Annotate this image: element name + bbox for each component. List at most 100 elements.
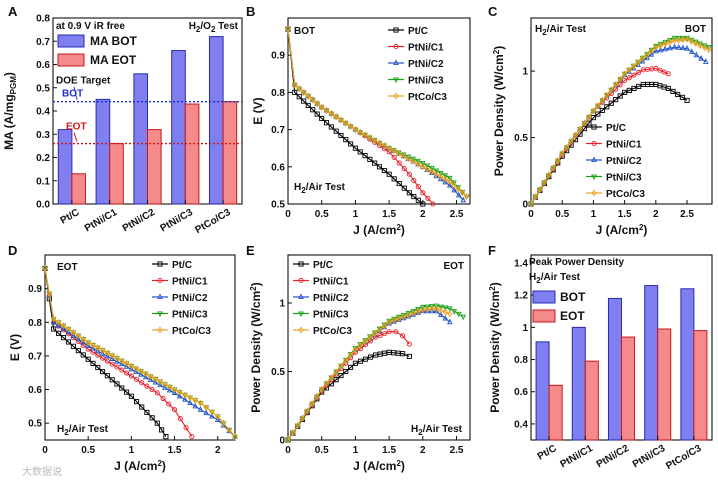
data-point (386, 318, 392, 326)
data-point (631, 72, 637, 78)
data-point (541, 179, 548, 186)
data-point (657, 46, 664, 53)
data-point (433, 305, 439, 312)
data-point (80, 335, 86, 343)
data-point (362, 338, 368, 346)
data-point (367, 334, 373, 342)
data-point (114, 364, 120, 370)
bar (621, 336, 636, 441)
x-tick-label: 1 (129, 445, 135, 456)
data-point (662, 40, 668, 48)
data-point (550, 164, 556, 172)
data-point (70, 329, 77, 336)
y-axis-title-part: ) (488, 282, 502, 286)
legend-marker (298, 326, 304, 334)
data-point (581, 119, 588, 127)
data-point (430, 201, 436, 207)
data-point (285, 27, 291, 33)
data-point (400, 152, 407, 160)
y-tick-label: 0.9 (28, 284, 42, 295)
y-tick-label: 0 (522, 200, 528, 211)
data-point (661, 69, 667, 75)
legend-label: PtNi/C1 (172, 277, 208, 288)
data-point (433, 307, 440, 314)
data-point (604, 91, 610, 99)
y-tick-label: 0.5 (271, 200, 285, 211)
panel-subtitle-part: /Air Test (541, 272, 581, 283)
data-point (437, 170, 444, 177)
data-point (128, 362, 135, 370)
data-point (55, 318, 62, 326)
y-axis-title-part: PGM (9, 76, 18, 95)
data-point (292, 89, 298, 95)
bar (71, 173, 87, 205)
data-point (537, 187, 543, 194)
legend-marker (393, 59, 399, 66)
data-point (420, 201, 426, 207)
data-point (133, 368, 139, 375)
series-line (287, 29, 424, 205)
y-axis-title-part: ) (492, 46, 506, 50)
data-point (671, 37, 678, 44)
legend-marker (298, 293, 304, 300)
panel-title-right: H2/O2 Test (189, 21, 239, 34)
data-point (433, 168, 440, 175)
y-tick-label: 0.2 (36, 153, 50, 164)
data-point (90, 341, 96, 349)
data-point (352, 346, 359, 353)
data-point (138, 367, 144, 375)
bar (607, 297, 623, 441)
test-note: H2/Air Test (535, 24, 587, 37)
data-point (114, 354, 120, 362)
data-point (60, 335, 67, 341)
data-point (290, 429, 296, 437)
test-note-part: 2 (301, 186, 306, 195)
data-point (301, 98, 307, 104)
data-point (285, 436, 291, 444)
test-note-part: H (294, 182, 301, 193)
data-point (154, 390, 160, 396)
x-tick-label: 1 (591, 209, 597, 220)
data-point (171, 389, 178, 395)
legend-marker (157, 311, 163, 318)
x-tick-label: 0.5 (315, 445, 329, 456)
y-tick-label: 0.5 (271, 367, 285, 378)
data-point (177, 416, 183, 422)
data-point (411, 177, 417, 183)
data-point (433, 170, 439, 178)
data-point (396, 160, 402, 166)
data-point (104, 352, 111, 359)
data-point (528, 201, 534, 208)
data-point (411, 194, 417, 200)
data-point (289, 430, 296, 437)
x-axis-title: J (A/cm2) (114, 459, 166, 473)
data-point (608, 86, 614, 94)
panel-label-c: C (488, 4, 498, 19)
data-point (528, 200, 534, 208)
data-point (343, 119, 349, 127)
data-point (405, 155, 412, 163)
doe-eot-arrow (73, 132, 78, 142)
corner-tag: EOT (57, 262, 78, 273)
data-point (675, 44, 682, 50)
data-point (401, 185, 407, 191)
panel-e: E0 0.5 1 1.5 2 2.500.51J (A/cm2)Power Density… (246, 243, 471, 473)
data-point (391, 147, 397, 155)
data-point (665, 85, 671, 91)
data-point (376, 326, 383, 334)
y-axis-title-part: Power Density (W/cm (492, 54, 506, 176)
y-axis-title: Power Density (W/cm2) (492, 46, 506, 176)
data-point (406, 171, 412, 177)
data-point (425, 195, 431, 201)
data-point (406, 190, 412, 196)
bar (693, 330, 708, 441)
data-point (65, 325, 72, 333)
data-point (437, 311, 444, 317)
y-axis-title-part: 2 (488, 286, 497, 291)
data-point (209, 412, 215, 419)
data-point (352, 360, 358, 366)
data-point (635, 59, 641, 66)
data-point (451, 309, 458, 315)
data-point (319, 115, 325, 121)
data-point (617, 75, 623, 83)
